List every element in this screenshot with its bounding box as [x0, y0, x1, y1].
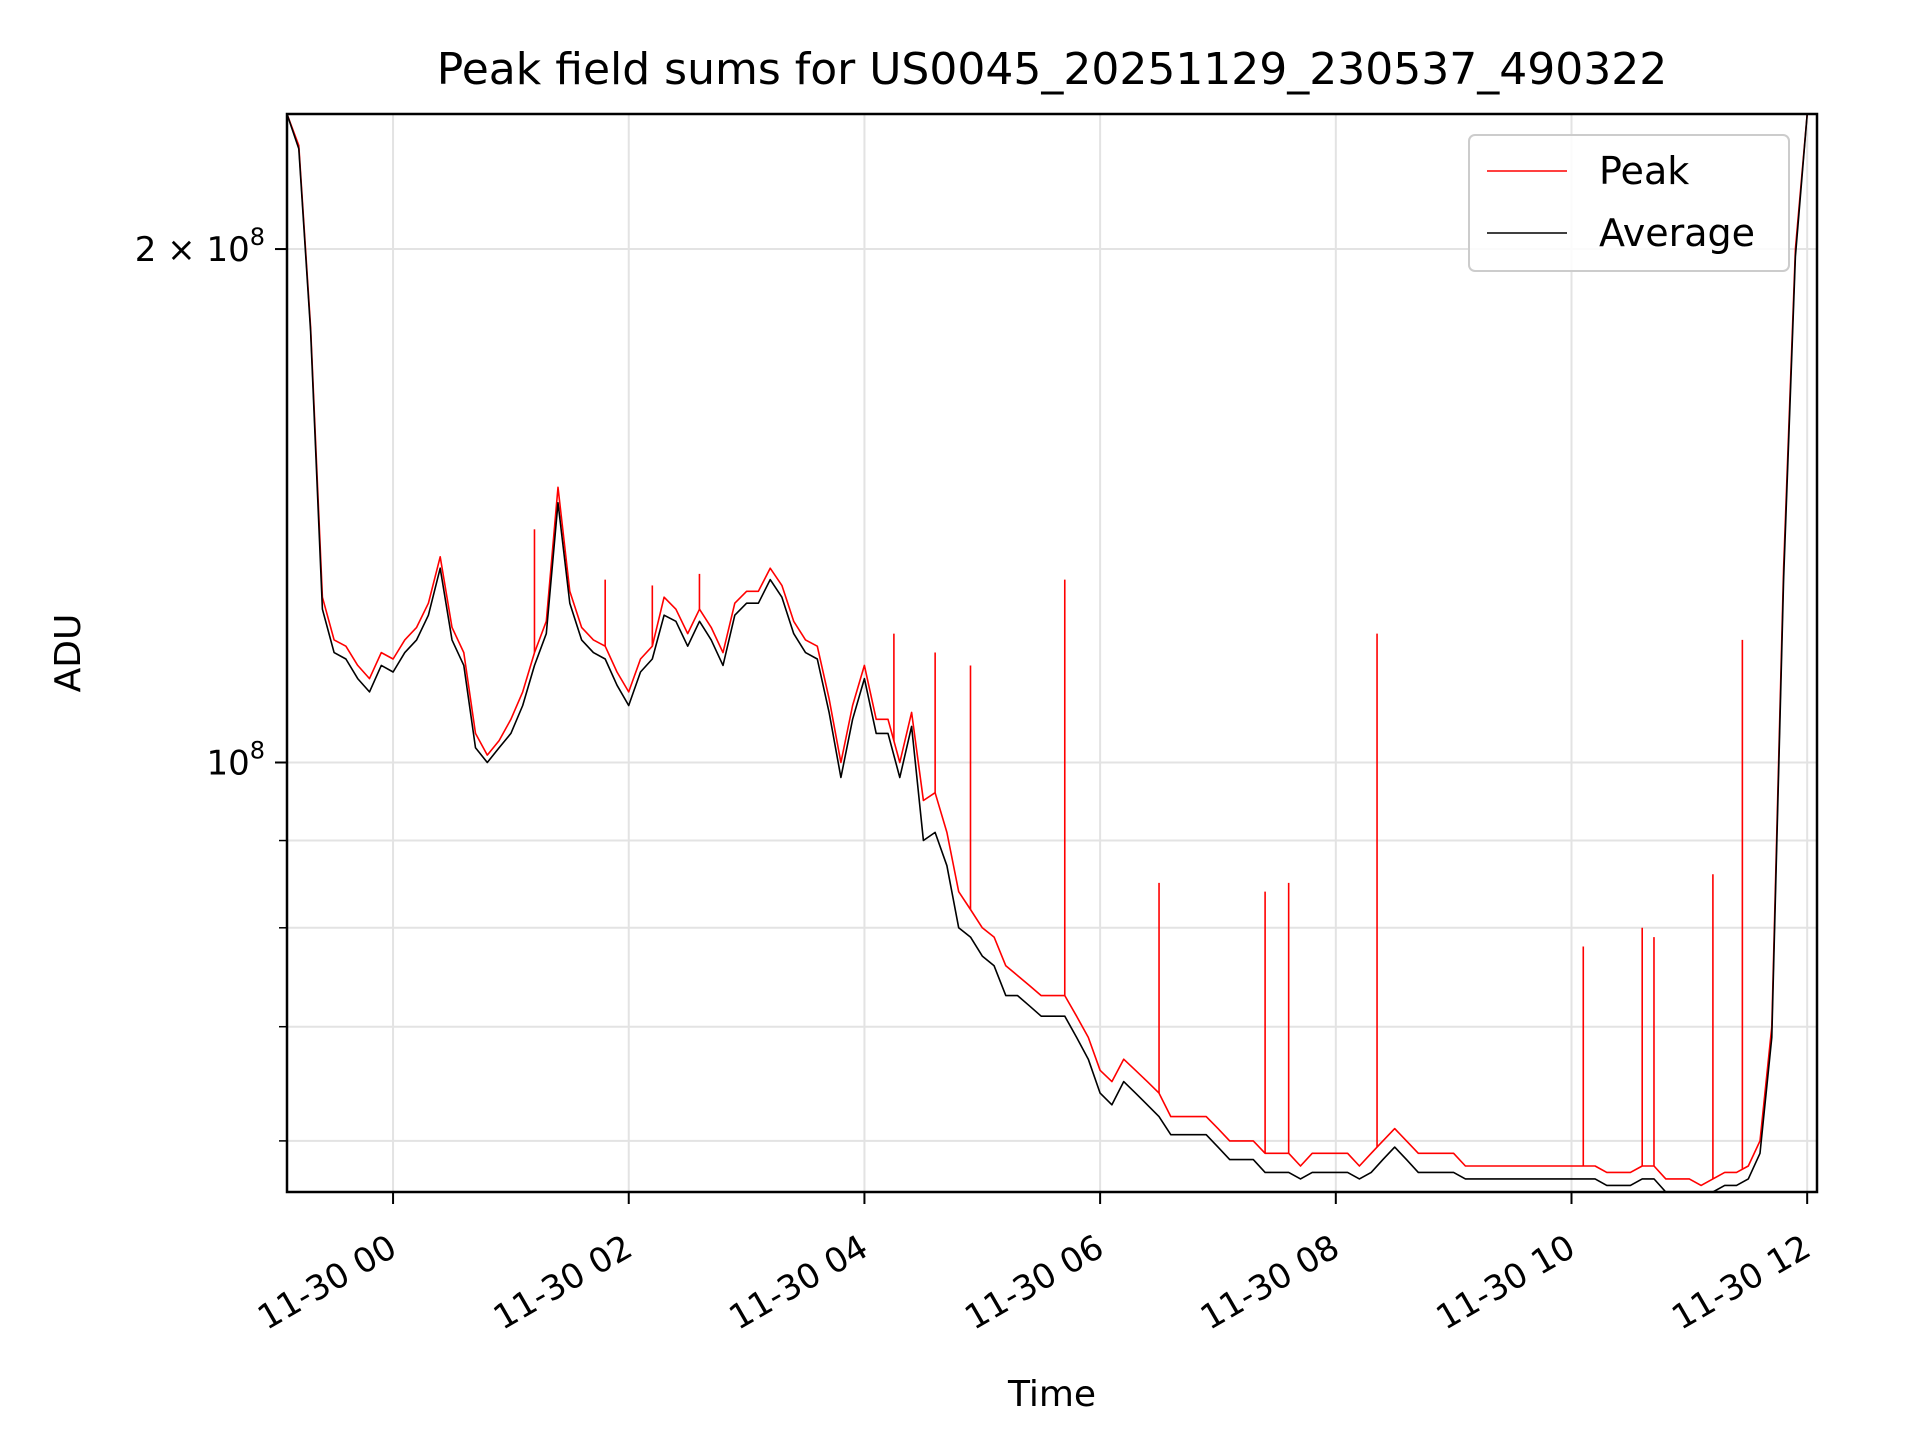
series-line-average [287, 114, 1817, 1192]
series-layer [287, 114, 1817, 1192]
series-group [287, 114, 1817, 1192]
y-tick-label: 2 × 108 [135, 223, 265, 270]
legend-label: Average [1599, 211, 1755, 255]
y-axis-label: ADU [48, 614, 89, 693]
chart-title: Peak field sums for US0045_20251129_2305… [437, 44, 1667, 95]
legend: Peak Average [1468, 134, 1790, 272]
plot-frame [285, 112, 1819, 1194]
series-line-peak [287, 114, 1817, 1187]
x-axis-label: Time [1007, 1374, 1096, 1415]
legend-box [1468, 134, 1790, 272]
grid-lines [287, 114, 1817, 1192]
legend-label: Peak [1599, 149, 1689, 193]
y-tick-label: 108 [206, 737, 265, 784]
